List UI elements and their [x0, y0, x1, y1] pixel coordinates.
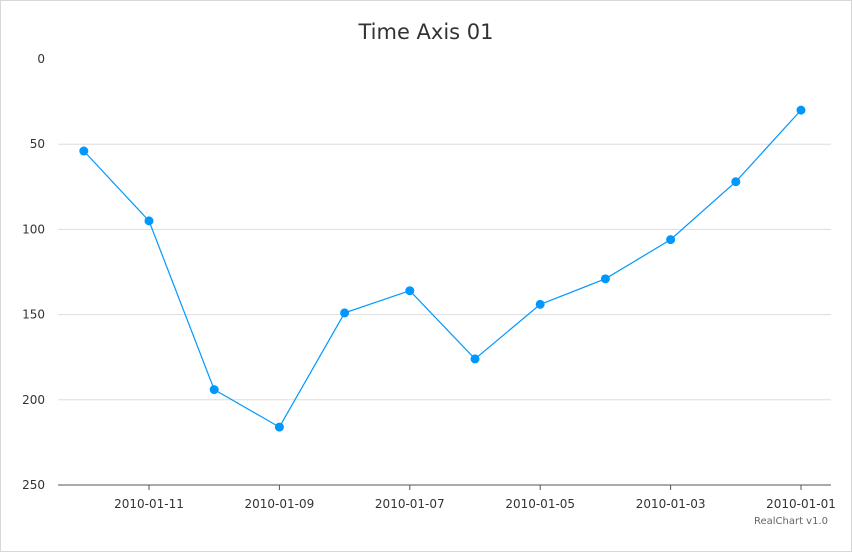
series-line — [83, 109, 802, 428]
data-point — [535, 299, 545, 309]
y-tick-label: 50 — [30, 137, 45, 151]
y-tick-label: 150 — [22, 308, 45, 322]
y-tick-label: 200 — [22, 393, 45, 407]
data-point — [274, 422, 284, 432]
x-tick-label: 2010-01-03 — [636, 497, 706, 511]
data-point — [796, 105, 806, 115]
data-point — [470, 354, 480, 364]
grid-lines — [58, 143, 831, 401]
data-point — [600, 274, 610, 284]
chart-title: Time Axis 01 — [358, 20, 494, 44]
x-axis-tick-labels: 2010-01-11 2010-01-09 2010-01-07 2010-01-05… — [114, 497, 836, 511]
y-tick-label: 250 — [22, 478, 45, 492]
x-tick-label: 2010-01-05 — [505, 497, 575, 511]
data-point — [731, 177, 741, 187]
data-point — [405, 286, 415, 296]
data-point — [144, 216, 154, 226]
data-point — [666, 235, 676, 245]
x-tick-label: 2010-01-11 — [114, 497, 184, 511]
y-tick-label: 100 — [22, 222, 45, 236]
series-points — [79, 105, 806, 432]
y-tick-label: 0 — [37, 52, 45, 66]
series-line-path — [83, 109, 802, 428]
credit-label: RealChart v1.0 — [753, 516, 828, 527]
data-point — [209, 385, 219, 395]
x-tick-label: 2010-01-01 — [766, 497, 836, 511]
data-point — [79, 146, 89, 156]
y-axis-tick-labels: 0 50 100 150 200 250 — [22, 52, 45, 492]
data-point — [340, 308, 350, 318]
x-tick-label: 2010-01-09 — [245, 497, 315, 511]
x-tick-label: 2010-01-07 — [375, 497, 445, 511]
x-axis — [58, 484, 831, 490]
